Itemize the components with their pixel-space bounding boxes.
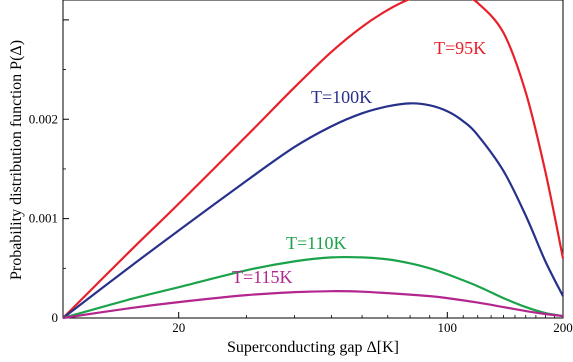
- y-tick-label: 0.001: [29, 211, 58, 226]
- axis-ticks: 20 100 200 0 0.001 0.002: [29, 19, 573, 335]
- series-label-t-115k: T=115K: [232, 267, 292, 287]
- series-line-t-95k: [62, 0, 565, 319]
- x-tick-label: 20: [172, 320, 185, 335]
- series-line-t-115k: [62, 290, 564, 320]
- x-tick-label: 100: [438, 320, 458, 335]
- x-axis-title: Superconducting gap Δ[K]: [227, 339, 399, 356]
- series-label-t-95k: T=95K: [434, 38, 486, 58]
- series-label-t-100k: T=100K: [311, 87, 372, 107]
- x-tick-label: 200: [553, 320, 573, 335]
- series-labels: T=95K T=100K T=110K T=115K: [232, 38, 486, 287]
- plot-frame: [62, 0, 564, 319]
- series-label-t-110k: T=110K: [286, 233, 346, 253]
- series-line-t-110k: [62, 255, 564, 320]
- y-tick-label: 0: [52, 310, 59, 325]
- y-axis-title: Probability distribution function P(Δ): [8, 40, 25, 280]
- series-lines: [62, 0, 565, 320]
- y-tick-label: 0.002: [29, 111, 58, 126]
- series-line-t-100k: [62, 102, 564, 319]
